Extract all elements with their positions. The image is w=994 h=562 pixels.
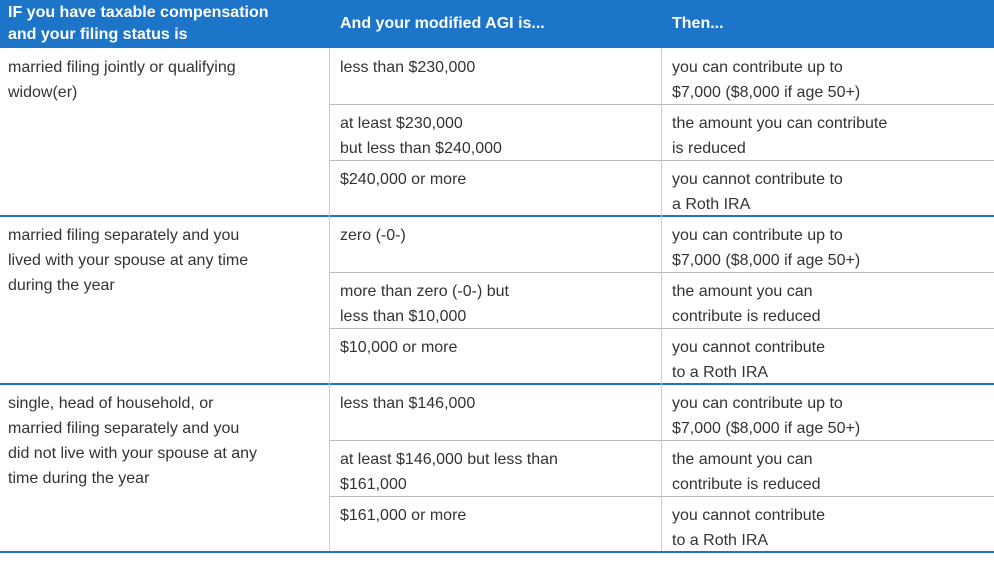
agi-range: zero (-0-) <box>340 223 406 248</box>
row-divider <box>330 328 994 329</box>
result: you cannot contribute to a Roth IRA <box>672 167 843 217</box>
text-line: married filing separately and you <box>8 227 240 244</box>
result: the amount you can contribute is reduced <box>672 111 887 161</box>
text-line: you cannot contribute <box>672 507 825 524</box>
filing-status: married filing separately and you lived w… <box>8 223 248 298</box>
header-cell: Then... <box>672 13 724 35</box>
agi-range: at least $146,000 but less than $161,000 <box>340 447 558 497</box>
row-divider <box>330 104 994 105</box>
text-line: the amount you can <box>672 283 813 300</box>
filing-status: single, head of household, or married fil… <box>8 391 257 491</box>
text-line: less than $10,000 <box>340 308 467 325</box>
result: you can contribute up to $7,000 ($8,000 i… <box>672 391 860 441</box>
text-line: to a Roth IRA <box>672 364 769 381</box>
text-line: Then... <box>672 15 724 32</box>
text-line: less than $146,000 <box>340 395 476 412</box>
row-divider <box>330 496 994 497</box>
text-line: you can contribute up to <box>672 59 843 76</box>
text-line: less than $230,000 <box>340 59 476 76</box>
text-line: zero (-0-) <box>340 227 406 244</box>
table-header <box>0 0 994 48</box>
text-line: single, head of household, or <box>8 395 214 412</box>
text-line: $161,000 or more <box>340 507 467 524</box>
row-divider <box>330 440 994 441</box>
agi-range: $10,000 or more <box>340 335 457 360</box>
text-line: contribute is reduced <box>672 476 821 493</box>
text-line: did not live with your spouse at any <box>8 445 258 462</box>
result: you cannot contribute to a Roth IRA <box>672 503 825 553</box>
text-line: married filing separately and you <box>8 420 240 437</box>
text-line: $240,000 or more <box>340 171 467 188</box>
text-line: during the year <box>8 277 115 294</box>
header-cell: IF you have taxable compensation and your… <box>8 2 269 46</box>
group-divider <box>0 215 994 217</box>
filing-status: married filing jointly or qualifying wido… <box>8 55 236 105</box>
text-line: at least $230,000 <box>340 115 463 132</box>
result: the amount you can contribute is reduced <box>672 279 821 329</box>
group-divider <box>0 551 994 553</box>
text-line: widow(er) <box>8 84 78 101</box>
text-line: you can contribute up to <box>672 227 843 244</box>
text-line: but less than $240,000 <box>340 140 502 157</box>
group-divider <box>0 383 994 385</box>
row-divider <box>330 272 994 273</box>
agi-range: at least $230,000 but less than $240,000 <box>340 111 502 161</box>
text-line: $161,000 <box>340 476 407 493</box>
text-line: $7,000 ($8,000 if age 50+) <box>672 84 861 101</box>
agi-range: $161,000 or more <box>340 503 466 528</box>
agi-range: less than $230,000 <box>340 55 475 80</box>
result: you cannot contribute to a Roth IRA <box>672 335 825 385</box>
column-divider <box>661 48 662 551</box>
result: you can contribute up to $7,000 ($8,000 i… <box>672 223 860 273</box>
text-line: at least $146,000 but less than <box>340 451 558 468</box>
result: you can contribute up to $7,000 ($8,000 i… <box>672 55 860 105</box>
text-line: and your filing status is <box>8 26 188 43</box>
text-line: you can contribute up to <box>672 395 843 412</box>
text-line: to a Roth IRA <box>672 532 769 549</box>
result: the amount you can contribute is reduced <box>672 447 821 497</box>
text-line: the amount you can <box>672 451 813 468</box>
text-line: IF you have taxable compensation <box>8 4 269 21</box>
text-line: married filing jointly or qualifying <box>8 59 236 76</box>
text-line: you cannot contribute <box>672 339 825 356</box>
text-line: the amount you can contribute <box>672 115 888 132</box>
text-line: is reduced <box>672 140 746 157</box>
text-line: time during the year <box>8 470 150 487</box>
row-divider <box>330 160 994 161</box>
column-divider <box>329 48 330 551</box>
text-line: $7,000 ($8,000 if age 50+) <box>672 252 861 269</box>
agi-range: $240,000 or more <box>340 167 466 192</box>
text-line: And your modified AGI is... <box>340 15 545 32</box>
text-line: a Roth IRA <box>672 196 751 213</box>
text-line: $10,000 or more <box>340 339 458 356</box>
text-line: lived with your spouse at any time <box>8 252 249 269</box>
agi-range: less than $146,000 <box>340 391 475 416</box>
text-line: contribute is reduced <box>672 308 821 325</box>
text-line: $7,000 ($8,000 if age 50+) <box>672 420 861 437</box>
text-line: more than zero (-0-) but <box>340 283 509 300</box>
agi-range: more than zero (-0-) but less than $10,00… <box>340 279 509 329</box>
text-line: you cannot contribute to <box>672 171 843 188</box>
header-cell: And your modified AGI is... <box>340 13 545 35</box>
